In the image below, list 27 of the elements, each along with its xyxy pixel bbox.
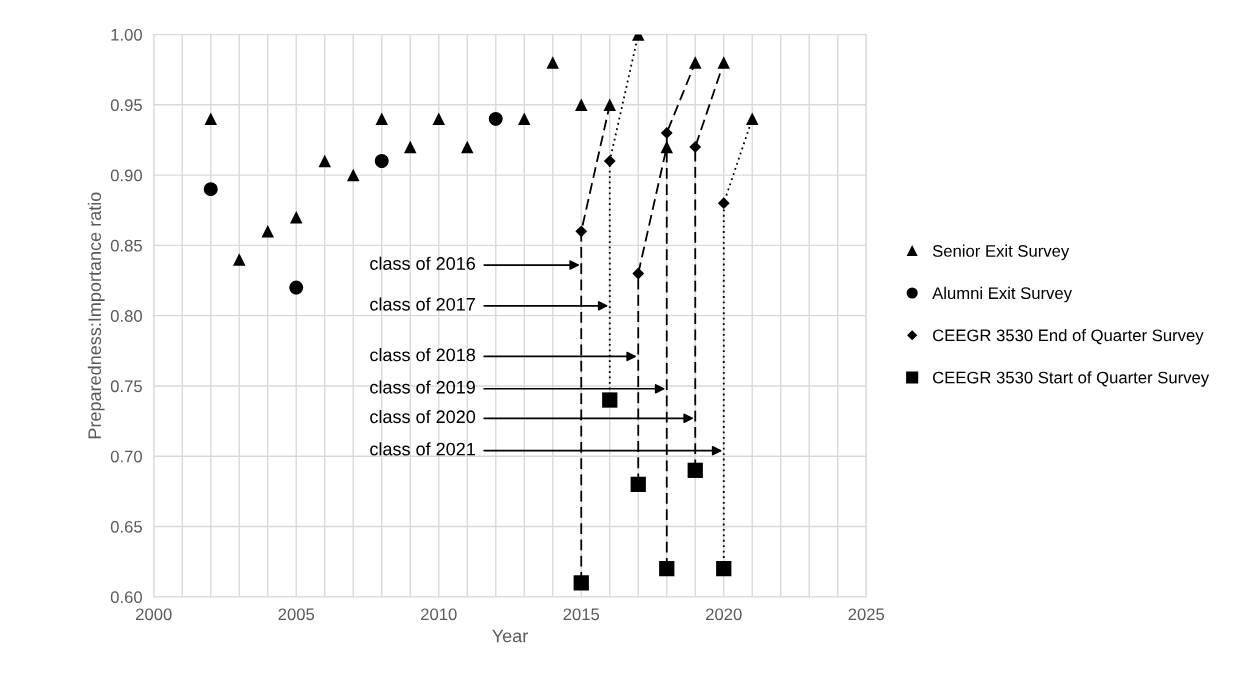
x-tick-label: 2025 [848, 608, 885, 621]
legend-label: CEEGR 3530 End of Quarter Survey [933, 329, 1204, 345]
legend-label: Senior Exit Survey [932, 244, 1070, 261]
x-tick-label: 2010 [421, 608, 457, 621]
x-tick-label: 2020 [706, 608, 742, 621]
annotation: class of 2020 [370, 409, 476, 424]
y-axis-title: Preparedness:Importance ratio [87, 192, 105, 439]
y-tick-label: 0.60 [110, 591, 142, 604]
annotation: class of 2016 [370, 256, 476, 270]
y-tick-label: 0.75 [110, 380, 142, 393]
x-tick-label: 2005 [278, 608, 315, 621]
y-tick-label: 0.70 [110, 450, 142, 463]
y-tick-label: 0.85 [110, 239, 142, 252]
y-tick-label: 0.80 [110, 310, 142, 322]
x-axis-title: Year [492, 629, 528, 643]
x-tick-label: 2015 [563, 608, 600, 621]
y-tick-label: 0.90 [110, 169, 142, 182]
annotation: class of 2021 [370, 442, 475, 456]
legend-label: CEEGR 3530 Start of Quarter Survey [933, 371, 1210, 387]
legend-label: Alumni Exit Survey [932, 286, 1072, 303]
y-tick-label: 0.65 [110, 520, 142, 533]
annotation: class of 2018 [370, 348, 476, 362]
y-tick-label: 1.00 [111, 28, 142, 41]
y-tick-label: 0.95 [110, 99, 142, 111]
annotation: class of 2019 [370, 380, 475, 394]
annotation: class of 2017 [370, 297, 475, 311]
x-tick-label: 2000 [136, 608, 172, 621]
